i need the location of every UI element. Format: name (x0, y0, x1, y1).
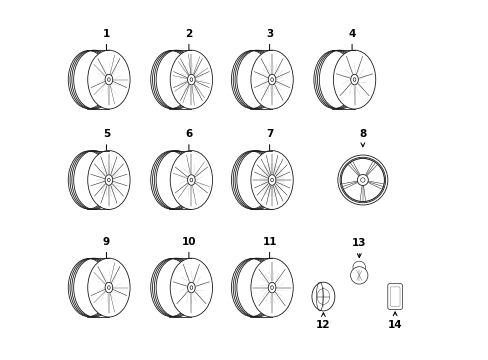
FancyBboxPatch shape (387, 284, 402, 309)
Ellipse shape (105, 282, 113, 293)
Ellipse shape (350, 74, 358, 85)
Text: 10: 10 (182, 237, 196, 262)
Ellipse shape (311, 282, 334, 311)
Text: 7: 7 (265, 129, 273, 155)
Text: 8: 8 (359, 129, 366, 147)
Ellipse shape (87, 50, 130, 109)
Text: 4: 4 (347, 29, 355, 55)
Text: 6: 6 (185, 129, 192, 155)
Ellipse shape (170, 150, 212, 210)
Ellipse shape (87, 150, 130, 210)
Ellipse shape (250, 50, 293, 109)
Ellipse shape (352, 261, 365, 274)
Ellipse shape (187, 74, 195, 85)
Ellipse shape (268, 74, 275, 85)
Ellipse shape (341, 158, 384, 202)
Ellipse shape (87, 258, 130, 317)
Ellipse shape (268, 175, 275, 185)
Ellipse shape (170, 258, 212, 317)
Text: 12: 12 (316, 313, 330, 330)
Ellipse shape (170, 50, 212, 109)
Text: 3: 3 (265, 29, 273, 55)
Text: 9: 9 (102, 237, 110, 262)
Ellipse shape (333, 50, 375, 109)
Ellipse shape (105, 74, 113, 85)
Ellipse shape (350, 267, 367, 284)
Ellipse shape (268, 282, 275, 293)
Text: 5: 5 (102, 129, 110, 155)
Ellipse shape (250, 150, 293, 210)
Ellipse shape (187, 175, 195, 185)
Text: 13: 13 (351, 238, 366, 257)
Text: 1: 1 (102, 29, 110, 55)
Ellipse shape (187, 282, 195, 293)
Text: 2: 2 (185, 29, 192, 55)
Text: 14: 14 (387, 312, 402, 330)
Ellipse shape (357, 175, 367, 185)
Ellipse shape (105, 175, 113, 185)
Text: 11: 11 (262, 237, 276, 262)
Ellipse shape (250, 258, 293, 317)
